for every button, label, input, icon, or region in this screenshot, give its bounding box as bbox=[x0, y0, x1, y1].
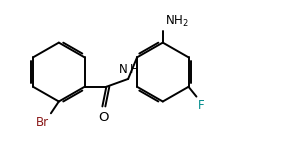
Text: F: F bbox=[197, 99, 204, 112]
Text: N: N bbox=[119, 63, 127, 76]
Text: NH$_2$: NH$_2$ bbox=[165, 14, 189, 29]
Text: H: H bbox=[130, 63, 139, 76]
Text: Br: Br bbox=[36, 116, 49, 129]
Text: O: O bbox=[98, 111, 108, 124]
